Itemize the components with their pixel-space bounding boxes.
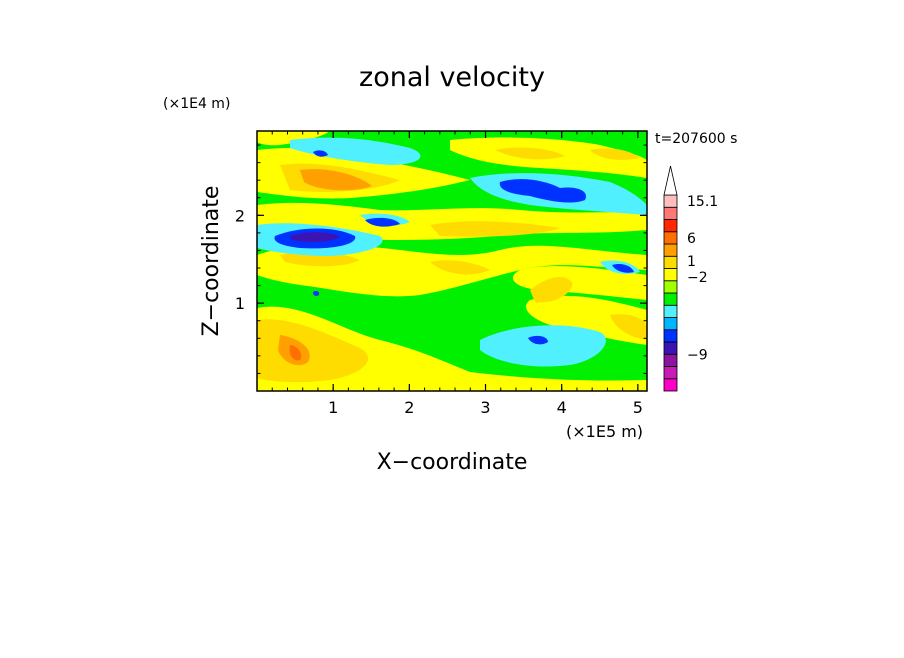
colorbar-segment [663, 219, 678, 233]
x-tick-label: 1 [328, 398, 338, 417]
contour-region [495, 147, 565, 160]
colorbar-label: 15.1 [687, 194, 718, 210]
colorbar-segment [663, 329, 678, 343]
colorbar-segment [663, 292, 678, 306]
colorbar: 15.1 6 1−2 −9 [663, 165, 718, 392]
x-axis-title: X−coordinate [377, 450, 528, 475]
contour-region [590, 148, 640, 160]
y-ticks: 12 [235, 144, 647, 374]
y-scale-label: (×1E4 m) [163, 96, 230, 112]
colorbar-label: 1 [687, 254, 696, 270]
contour-region [313, 150, 328, 157]
colorbar-segment [663, 231, 678, 245]
contour-region [528, 335, 548, 345]
contour-region [300, 169, 372, 191]
contour-region [610, 314, 647, 340]
chart-title: zonal velocity [359, 62, 545, 93]
contour-region [430, 260, 490, 275]
colorbar-segment [663, 255, 678, 269]
colorbar-segment [663, 194, 678, 208]
y-axis-title: Z−coordinate [199, 186, 224, 337]
colorbar-segment [663, 353, 678, 367]
contour-region [526, 295, 647, 345]
x-ticks: 1 2 3 4 5 [271, 131, 643, 417]
colorbar-segment [663, 243, 678, 257]
colorbar-segment [663, 206, 678, 220]
x-scale-label: (×1E5 m) [566, 422, 643, 441]
contour-field [257, 131, 647, 391]
contour-region [512, 266, 647, 300]
x-tick-label: 4 [557, 398, 567, 417]
colorbar-segment [663, 378, 678, 392]
colorbar-label: 6 [687, 231, 696, 247]
contour-region [289, 345, 302, 361]
contour-region [313, 291, 320, 296]
colorbar-label: −9 [687, 347, 708, 363]
contour-region [290, 232, 340, 243]
colorbar-arrow [663, 165, 678, 196]
contour-region [480, 325, 606, 367]
contour-region [257, 319, 369, 383]
colorbar-segment [663, 317, 678, 331]
colorbar-label: −2 [687, 270, 708, 286]
colorbar-segment [663, 280, 678, 294]
contour-region [430, 221, 560, 237]
y-tick-label: 1 [235, 294, 245, 313]
contour-region [612, 263, 634, 273]
colorbar-segment [663, 341, 678, 355]
x-tick-label: 5 [633, 398, 643, 417]
colorbar-segment [663, 304, 678, 318]
x-tick-label: 3 [480, 398, 490, 417]
y-tick-label: 2 [235, 206, 245, 225]
time-label: t=207600 s [655, 131, 737, 147]
contour-region [257, 131, 330, 146]
contour-region [530, 276, 573, 303]
contour-region [290, 137, 421, 165]
contour-region [499, 179, 586, 203]
colorbar-segment [663, 268, 678, 282]
colorbar-segment [663, 366, 678, 380]
contour-region [365, 217, 400, 227]
x-tick-label: 2 [404, 398, 414, 417]
